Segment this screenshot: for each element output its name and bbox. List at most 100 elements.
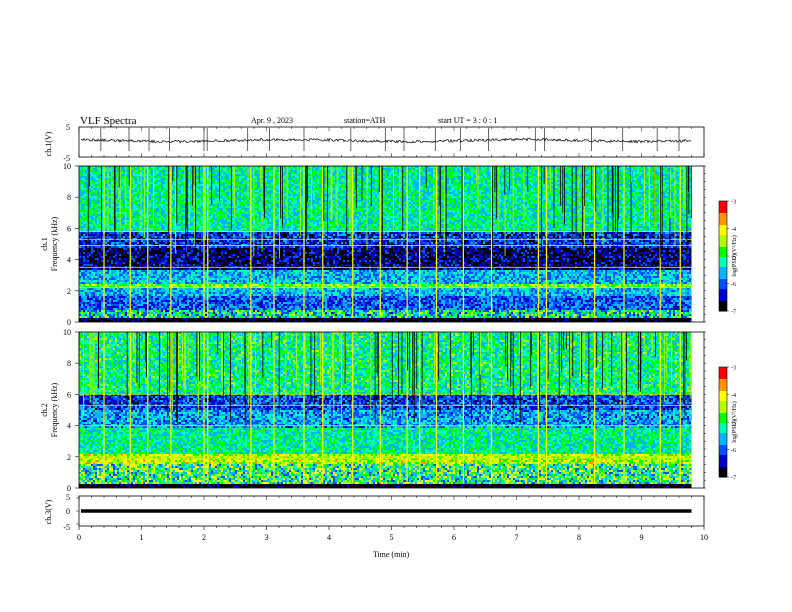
spectrogram-cell — [115, 316, 117, 318]
spectrogram-cell — [109, 312, 111, 314]
spectrogram-cell — [93, 318, 95, 320]
spectrogram-cell — [115, 280, 117, 282]
spectrogram-cell — [151, 278, 153, 280]
spectrogram-cell — [139, 256, 141, 258]
spectrogram-cell — [95, 284, 97, 286]
spectrogram-cell — [115, 258, 117, 260]
spectrogram-cell — [107, 240, 109, 242]
spectrogram-cell — [133, 258, 135, 260]
spectrogram-cell — [91, 220, 93, 222]
spectrogram-cell — [99, 172, 101, 174]
spectrogram-cell — [151, 218, 153, 220]
spectrogram-cell — [89, 252, 91, 254]
spectrogram-cell — [83, 288, 85, 290]
spectrogram-cell — [145, 172, 147, 174]
spectrogram-cell — [135, 236, 137, 238]
spectrogram-cell — [95, 256, 97, 258]
spectrogram-cell — [121, 220, 123, 222]
spectrogram-cell — [127, 290, 129, 292]
spectrogram-cell — [161, 316, 163, 318]
spectrogram-cell — [161, 226, 163, 228]
spectrogram-cell — [93, 306, 95, 308]
spectrogram-cell — [155, 262, 157, 264]
spectrogram-cell — [133, 260, 135, 262]
spectrogram-cell — [95, 198, 97, 200]
spectrogram-cell — [153, 268, 155, 270]
spectrogram-cell — [133, 256, 135, 258]
spectrogram-cell — [113, 290, 115, 292]
spectrogram-cell — [143, 318, 145, 320]
spectrogram-cell — [131, 314, 133, 316]
spectrogram-cell — [139, 242, 141, 244]
spectrogram-cell — [149, 182, 151, 184]
spectrogram-cell — [111, 250, 113, 252]
spectrogram-cell — [143, 276, 145, 278]
spectrogram-cell — [115, 268, 117, 270]
spectrogram-cell — [161, 220, 163, 222]
spectrogram-cell — [163, 302, 165, 304]
spectrogram-cell — [85, 210, 87, 212]
spectrogram-cell — [139, 272, 141, 274]
spectrogram-cell — [109, 192, 111, 194]
spectrogram-cell — [85, 250, 87, 252]
spectrogram-cell — [109, 232, 111, 234]
spectrogram-cell — [137, 254, 139, 256]
spectrogram-cell — [83, 310, 85, 312]
spectrogram-cell — [135, 234, 137, 236]
spectrogram-cell — [139, 292, 141, 294]
spectrogram-cell — [133, 310, 135, 312]
spectrogram-cell — [99, 174, 101, 176]
spectrogram-cell — [133, 308, 135, 310]
spectrogram-cell — [165, 222, 167, 224]
spectrogram-cell — [127, 312, 129, 314]
spectrogram-cell — [135, 274, 137, 276]
spectrogram-cell — [163, 208, 165, 210]
spectrogram-cell — [99, 314, 101, 316]
spectrogram-cell — [111, 274, 113, 276]
spectrogram-cell — [157, 318, 159, 320]
spectrogram-cell — [117, 222, 119, 224]
spectrogram-cell — [163, 280, 165, 282]
spectrogram-cell — [143, 298, 145, 300]
spectrogram-cell — [83, 280, 85, 282]
spectrogram-cell — [131, 288, 133, 290]
spectrogram-cell — [165, 200, 167, 202]
spectrogram-cell — [95, 184, 97, 186]
spectrogram-cell — [159, 274, 161, 276]
spectrogram-cell — [155, 312, 157, 314]
spectrogram-cell — [83, 260, 85, 262]
spectrogram-cell — [95, 228, 97, 230]
spectrogram-cell — [149, 186, 151, 188]
spectrogram-cell — [133, 198, 135, 200]
spectrogram-cell — [105, 206, 107, 208]
spectrogram-cell — [139, 268, 141, 270]
spectrogram-cell — [155, 218, 157, 220]
spectrogram-cell — [127, 168, 129, 170]
spectrogram-cell — [137, 184, 139, 186]
spectrogram-cell — [105, 302, 107, 304]
spectrogram-cell — [149, 314, 151, 316]
spectrogram-cell — [151, 306, 153, 308]
spectrogram-cell — [101, 298, 103, 300]
spectrogram-cell — [149, 290, 151, 292]
spectrogram-cell — [109, 282, 111, 284]
spectrogram-cell — [135, 304, 137, 306]
spectrogram-cell — [123, 256, 125, 258]
spectrogram-cell — [119, 292, 121, 294]
spectrogram-cell — [91, 276, 93, 278]
spectrogram-cell — [121, 258, 123, 260]
spectrogram-cell — [81, 312, 83, 314]
spectrogram-cell — [135, 186, 137, 188]
spectrogram-cell — [109, 308, 111, 310]
spectrogram-cell — [163, 218, 165, 220]
spectrogram-cell — [123, 214, 125, 216]
spectrogram-cell — [97, 202, 99, 204]
spectrogram-cell — [105, 240, 107, 242]
spectrogram-cell — [95, 194, 97, 196]
spectrogram-cell — [93, 280, 95, 282]
spectrogram-cell — [111, 242, 113, 244]
spectrogram-cell — [145, 310, 147, 312]
spectrogram-cell — [81, 254, 83, 256]
spectrogram-cell — [133, 228, 135, 230]
spectrogram-cell — [111, 248, 113, 250]
